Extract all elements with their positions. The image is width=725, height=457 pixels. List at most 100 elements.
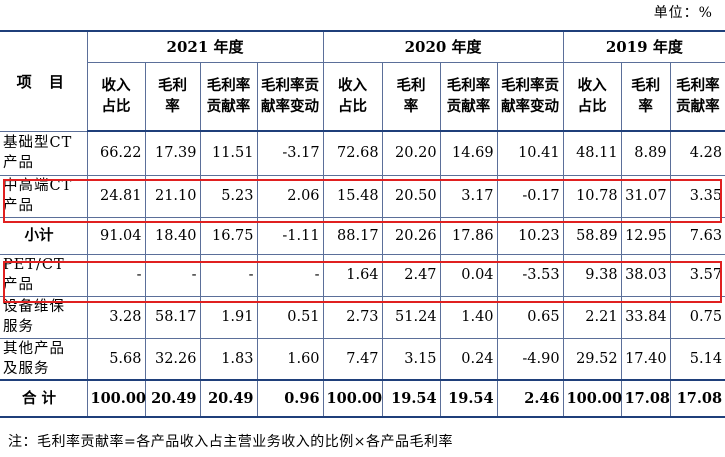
table-cell: 19.54 (381, 379, 441, 418)
table-cell: 1.83 (199, 338, 257, 381)
year-2020-header: 2020 年度 (322, 31, 564, 63)
table-cell: 12.95 (620, 217, 671, 255)
table-cell: 32.26 (144, 338, 200, 381)
table-cell: 17.39 (144, 131, 200, 176)
table-row: 中高端CT产品 24.81 21.10 5.23 2.06 15.48 20.50 3.17-… (0, 175, 725, 218)
table-cell: 4.28 (669, 131, 725, 176)
year-2021-header: 2021 年度 (86, 31, 324, 63)
table-cell: 1.60 (256, 338, 324, 381)
table-cell: 91.04 (86, 217, 145, 255)
col-contribution-2021: 毛利率贡献率 (199, 62, 257, 132)
table-cell: 72.68 (322, 131, 383, 176)
table-cell: 1.40 (439, 296, 498, 339)
table-cell: 24.81 (86, 175, 145, 218)
table-cell: 3.35 (669, 175, 725, 218)
table-cell: 100.00 (322, 379, 383, 418)
table-cell: 3.57 (669, 254, 725, 297)
year-2019-header: 2019 年度 (562, 31, 725, 63)
table-cell: 5.14 (669, 338, 725, 381)
table-cell: 17.08 (620, 379, 671, 418)
table-row: PET/CT产品 - - - -1.64 2.47 0.04 -3.53 9.38 38.03 3.… (0, 254, 725, 297)
table-row: 设备维保服务 3.28 58.17 1.91 0.51 2.73 51.24 1.40 0.65… (0, 296, 725, 339)
table-cell: - (256, 254, 324, 297)
table-row: 基础型CT产品 66.22 17.39 11.51 -3.17 72.68 20.20 14.… (0, 131, 725, 176)
table-cell: 10.23 (496, 217, 564, 255)
row-label: 基础型CT产品 (0, 131, 87, 176)
table-row: 合 计 100.00 20.49 20.49 0.96 100.00 19.54 19.54 2… (0, 379, 725, 418)
table-cell: 15.48 (322, 175, 383, 218)
col-gross-margin-2020: 毛利率 (381, 62, 441, 132)
table-cell: 20.20 (381, 131, 441, 176)
table-row: 小计 91.04 18.40 16.75 -1.11 88.17 20.26 17.86 10.… (0, 217, 725, 255)
table-cell: 1.91 (199, 296, 257, 339)
col-revenue-share-2020: 收入占比 (322, 62, 383, 132)
table-cell: -3.53 (496, 254, 564, 297)
table-cell: 58.89 (562, 217, 622, 255)
table-row: 其他产品及服务 5.68 32.26 1.83 1.60 7.47 3.15 0.24 -4.9… (0, 338, 725, 381)
table-cell: 31.07 (620, 175, 671, 218)
col-gross-margin-2019: 毛利率 (620, 62, 671, 132)
col-contribution-change-2020: 毛利率贡献率变动 (496, 62, 564, 132)
row-label: PET/CT产品 (0, 254, 87, 297)
footnote: 注：毛利率贡献率=各产品收入占主营业务收入的比例×各产品毛利率 (8, 434, 453, 450)
row-label: 设备维保服务 (0, 296, 87, 339)
table-cell: 19.54 (439, 379, 498, 418)
table-cell: 0.24 (439, 338, 498, 381)
table-cell: 51.24 (381, 296, 441, 339)
table-cell: 20.49 (144, 379, 200, 418)
table-cell: 10.78 (562, 175, 622, 218)
table-cell: - (144, 254, 200, 297)
table-cell: 3.15 (381, 338, 441, 381)
table-cell: 2.47 (381, 254, 441, 297)
table-cell: 0.51 (256, 296, 324, 339)
unit-label: 单位：% (653, 5, 713, 21)
row-label: 合 计 (0, 379, 87, 418)
table-cell: 11.51 (199, 131, 257, 176)
table-cell: 33.84 (620, 296, 671, 339)
table-cell: 1.64 (322, 254, 383, 297)
table-cell: 5.23 (199, 175, 257, 218)
table-cell: 16.75 (199, 217, 257, 255)
table-cell: 5.68 (86, 338, 145, 381)
table-cell: 10.41 (496, 131, 564, 176)
col-revenue-share-2019: 收入占比 (562, 62, 622, 132)
table-cell: 3.17 (439, 175, 498, 218)
table-cell: 17.08 (669, 379, 725, 418)
table-cell: - (199, 254, 257, 297)
table-cell: 88.17 (322, 217, 383, 255)
table-cell: 9.38 (562, 254, 622, 297)
table-cell: 0.75 (669, 296, 725, 339)
project-header: 项 目 (0, 31, 87, 132)
table-cell: 38.03 (620, 254, 671, 297)
row-label: 小计 (0, 217, 87, 255)
col-contribution-2019: 毛利率贡献率 (669, 62, 725, 132)
col-gross-margin-2021: 毛利率 (144, 62, 200, 132)
table-cell: 8.89 (620, 131, 671, 176)
table-cell: -3.17 (256, 131, 324, 176)
table-cell: 100.00 (86, 379, 146, 418)
table-cell: 2.73 (322, 296, 383, 339)
table-cell: 29.52 (562, 338, 622, 381)
col-revenue-share-2021: 收入占比 (86, 62, 145, 132)
table-cell: 14.69 (439, 131, 498, 176)
table-cell: - (86, 254, 145, 297)
table-cell: 18.40 (144, 217, 200, 255)
table-cell: 17.40 (620, 338, 671, 381)
table-cell: 66.22 (86, 131, 145, 176)
table-cell: 58.17 (144, 296, 200, 339)
table-cell: 0.04 (439, 254, 498, 297)
table-cell: 17.86 (439, 217, 498, 255)
table-cell: 2.46 (496, 379, 564, 418)
table-cell: 7.63 (669, 217, 725, 255)
row-label: 其他产品及服务 (0, 338, 87, 381)
table-cell: 3.28 (86, 296, 145, 339)
col-contribution-2020: 毛利率贡献率 (439, 62, 498, 132)
table-cell: 48.11 (562, 131, 622, 176)
table-cell: 20.49 (199, 379, 257, 418)
row-label: 中高端CT产品 (0, 175, 87, 218)
table-cell: 2.21 (562, 296, 622, 339)
table-cell: 0.96 (256, 379, 324, 418)
table-cell: -4.90 (496, 338, 564, 381)
col-contribution-change-2021: 毛利率贡献率变动 (256, 62, 324, 132)
table-cell: 7.47 (322, 338, 383, 381)
